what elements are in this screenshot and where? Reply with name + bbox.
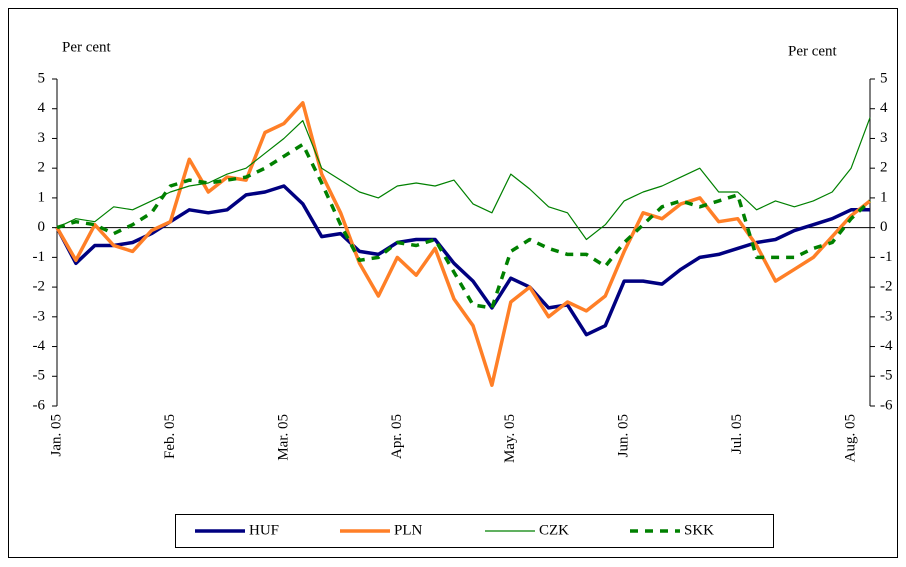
x-tick-label: Jun. 05 [616, 414, 632, 457]
series-line [55, 101, 872, 387]
y2-tick-label: -6 [880, 397, 893, 413]
y2-tick-label: 5 [880, 70, 888, 86]
y-tick-label: 3 [38, 130, 46, 146]
legend-label: SKK [684, 522, 714, 538]
series-line [56, 117, 871, 241]
y-tick-label: -6 [33, 397, 46, 413]
y-tick-label: -3 [33, 308, 46, 324]
legend-label: CZK [539, 522, 569, 538]
y2-tick-label: -1 [880, 249, 893, 265]
legend-label: PLN [394, 522, 423, 538]
y2-tick-label: 3 [880, 130, 888, 146]
y-tick-label: -4 [33, 338, 46, 354]
y2-tick-label: 1 [880, 189, 888, 205]
x-tick-label: Jul. 05 [729, 414, 745, 454]
y-tick-label: 1 [38, 189, 46, 205]
legend-box [175, 514, 774, 548]
y-tick-label: 2 [38, 160, 46, 176]
x-tick-label: Aug. 05 [843, 414, 859, 462]
x-tick-label: Apr. 05 [389, 414, 405, 459]
y-tick-label: -1 [33, 249, 46, 265]
y-tick-label: 0 [38, 219, 46, 235]
y-axis-label: Per cent [62, 39, 112, 55]
y-tick-label: -5 [33, 368, 46, 384]
y2-tick-label: -5 [880, 368, 893, 384]
x-tick-label: May. 05 [502, 414, 518, 463]
y2-tick-label: -2 [880, 279, 893, 295]
x-tick-label: Feb. 05 [162, 414, 178, 459]
chart-border [8, 8, 898, 558]
y-tick-label: -2 [33, 279, 46, 295]
series-line [56, 142, 872, 310]
y-tick-label: 4 [38, 100, 46, 116]
y2-tick-label: 4 [880, 100, 888, 116]
y2-tick-label: 2 [880, 160, 888, 176]
y2-tick-label: -3 [880, 308, 893, 324]
y2-tick-label: 0 [880, 219, 888, 235]
y2-tick-label: -4 [880, 338, 893, 354]
x-tick-label: Jan. 05 [48, 414, 64, 457]
y2-axis-label: Per cent [788, 43, 838, 59]
series-line [55, 184, 870, 337]
legend-label: HUF [249, 522, 279, 538]
x-tick-label: Mar. 05 [275, 414, 291, 461]
y-tick-label: 5 [38, 70, 46, 86]
